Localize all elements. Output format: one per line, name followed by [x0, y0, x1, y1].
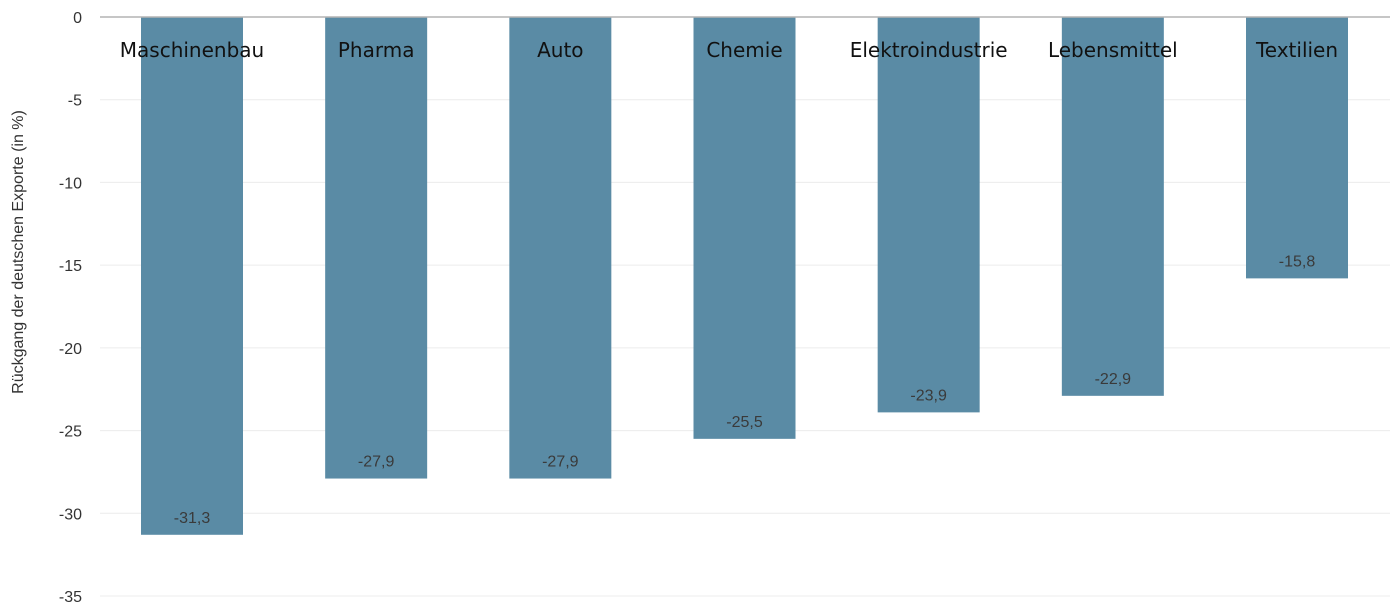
category-label: Textilien: [1255, 38, 1338, 62]
data-label: -22,9: [1095, 371, 1132, 388]
y-tick-label: -10: [59, 175, 82, 192]
y-tick-label: -15: [59, 258, 82, 275]
category-label: Pharma: [338, 38, 415, 62]
data-label: -23,9: [910, 387, 947, 404]
bars: [141, 17, 1348, 535]
data-label: -15,8: [1279, 253, 1316, 270]
y-axis-label: Rückgang der deutschen Exporte (in %): [10, 110, 27, 394]
y-axis-ticks: 0 -5 -10 -15 -20 -25 -30 -35: [59, 10, 82, 603]
category-label: Maschinenbau: [120, 38, 264, 62]
y-tick-label: -5: [68, 93, 82, 110]
bar-maschinenbau: [141, 17, 243, 535]
data-label: -27,9: [358, 454, 395, 471]
bar-auto: [509, 17, 612, 479]
bar-lebensmittel: [1061, 17, 1164, 396]
data-label: -27,9: [542, 454, 579, 471]
category-labels: Maschinenbau Pharma Auto Chemie Elektroindus…: [120, 38, 1338, 62]
category-label: Auto: [537, 38, 583, 62]
y-tick-label: 0: [73, 10, 82, 27]
bar-chemie: [693, 17, 796, 439]
category-label: Chemie: [706, 38, 782, 62]
bar-pharma: [325, 17, 428, 479]
data-labels: -31,3 -27,9 -27,9 -25,5 -23,9 -22,9 -15,8: [174, 253, 1316, 526]
bar-textilien: [1246, 17, 1348, 279]
y-tick-label: -35: [59, 589, 82, 603]
y-tick-label: -30: [59, 506, 82, 523]
data-label: -25,5: [726, 414, 763, 431]
y-tick-label: -25: [59, 424, 82, 441]
y-tick-label: -20: [59, 341, 82, 358]
data-label: -31,3: [174, 510, 211, 527]
bar-elektroindustrie: [877, 17, 980, 413]
category-label: Lebensmittel: [1048, 38, 1178, 62]
category-label: Elektroindustrie: [850, 38, 1008, 62]
